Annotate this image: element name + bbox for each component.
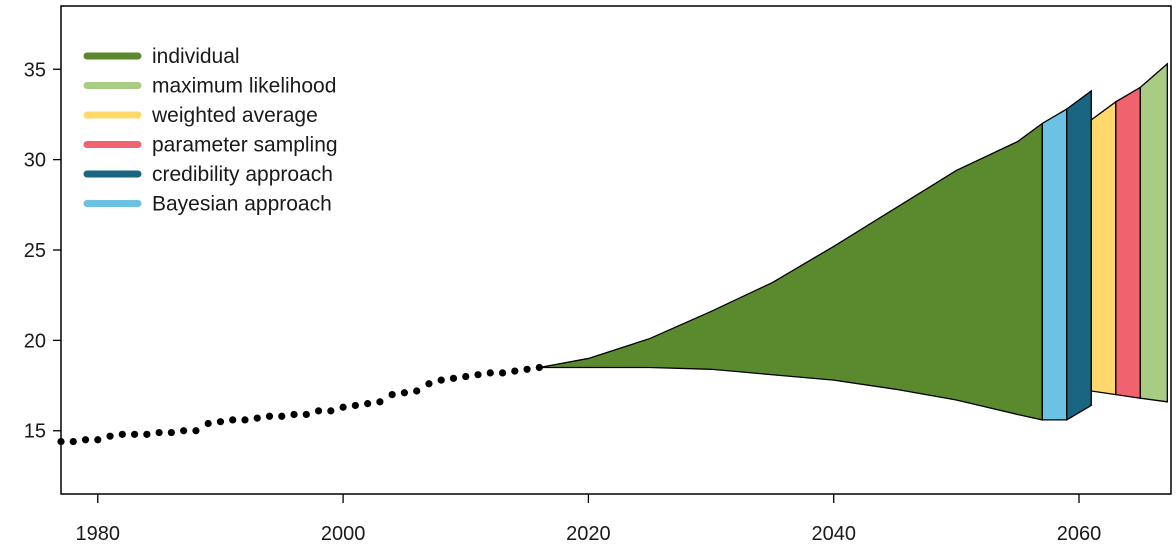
data-point — [180, 427, 188, 435]
data-point — [376, 398, 384, 406]
legend-label-bayesian-approach: Bayesian approach — [152, 193, 332, 216]
y-tick-label: 20 — [24, 330, 46, 352]
legend-label-parameter-sampling: parameter sampling — [152, 134, 338, 157]
data-point — [523, 365, 531, 373]
data-point — [241, 416, 249, 424]
data-point — [314, 407, 323, 415]
data-point — [130, 430, 139, 438]
data-point — [388, 390, 396, 399]
data-point — [69, 437, 77, 446]
legend-label-weighted-average: weighted average — [151, 104, 318, 127]
data-point — [425, 380, 433, 388]
data-point — [302, 410, 310, 419]
legend-label-maximum-likelihood: maximum likelihood — [152, 75, 336, 98]
x-tick-label: 1980 — [76, 523, 121, 545]
y-tick-label: 15 — [24, 421, 46, 443]
y-tick-label: 25 — [24, 240, 46, 262]
range-bands — [1041, 62, 1168, 422]
data-point — [118, 430, 126, 438]
observed-points — [57, 363, 543, 446]
data-point — [449, 374, 458, 382]
y-tick-label: 35 — [24, 59, 46, 81]
range-band-bayesian-approach — [1041, 107, 1068, 421]
data-point — [339, 403, 347, 411]
x-tick-label: 2000 — [321, 523, 366, 545]
data-point — [474, 371, 482, 379]
x-axis: 1980 2000 2020 2040 2060 — [76, 494, 1102, 545]
x-tick-label: 2020 — [566, 523, 611, 545]
y-axis: 15 20 25 30 35 — [24, 59, 61, 443]
legend: individual maximum likelihood weighted ave… — [83, 45, 338, 216]
data-point — [204, 419, 212, 428]
data-point — [265, 412, 274, 420]
y-tick-label: 30 — [24, 150, 46, 172]
data-point — [437, 376, 445, 384]
legend-label-credibility-approach: credibility approach — [152, 163, 333, 186]
data-point — [143, 430, 151, 438]
data-point — [94, 436, 102, 444]
data-point — [498, 369, 507, 377]
data-point — [462, 372, 470, 381]
data-point — [486, 369, 494, 377]
data-point — [81, 436, 90, 444]
data-point — [216, 418, 225, 426]
data-point — [229, 416, 237, 424]
range-band-maximum-likelihood — [1139, 62, 1168, 403]
legend-label-individual: individual — [152, 45, 240, 68]
data-point — [400, 389, 409, 397]
data-point — [155, 428, 163, 437]
data-point — [364, 400, 372, 408]
individual-fan — [539, 122, 1043, 421]
x-tick-label: 2040 — [811, 523, 856, 545]
data-point — [106, 432, 114, 440]
data-point — [278, 412, 286, 420]
data-point — [192, 427, 200, 435]
range-band-weighted-average — [1090, 100, 1117, 396]
range-band-credibility-approach — [1066, 89, 1092, 422]
range-band-parameter-sampling — [1115, 86, 1141, 399]
data-point — [290, 410, 298, 419]
data-point — [351, 401, 359, 410]
data-point — [327, 407, 335, 415]
x-tick-label: 2060 — [1057, 523, 1102, 545]
data-point — [535, 363, 543, 372]
data-point — [511, 367, 519, 375]
fan-band-individual — [539, 122, 1043, 421]
data-point — [413, 387, 421, 395]
data-point — [167, 428, 175, 437]
data-point — [253, 414, 261, 422]
